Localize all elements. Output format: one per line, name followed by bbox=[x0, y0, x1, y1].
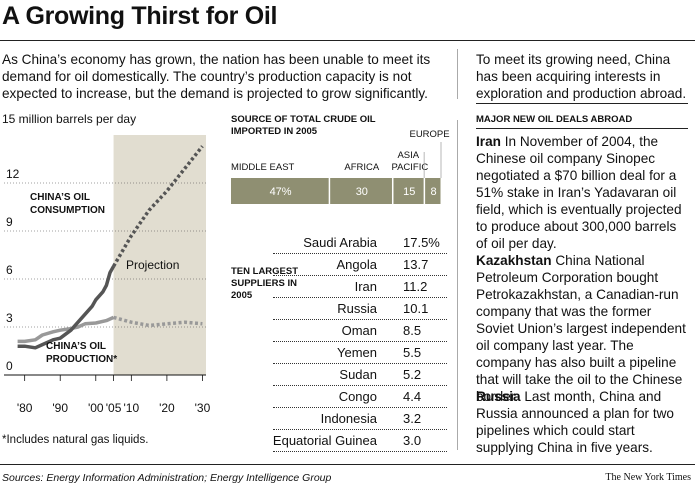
deal-iran: Iran In November of 2004, the Chinese oi… bbox=[476, 133, 690, 252]
supplier-row: Iran 11.2 bbox=[273, 276, 447, 298]
import-bar-segment bbox=[330, 178, 392, 204]
supplier-share: 5.2 bbox=[403, 367, 422, 382]
footnote: *Includes natural gas liquids. bbox=[2, 434, 149, 446]
supplier-share: 8.5 bbox=[403, 323, 422, 338]
import-bar-value: 47% bbox=[270, 186, 292, 198]
supplier-row: Oman 8.5 bbox=[273, 320, 447, 342]
x-tick-label: '30 bbox=[195, 401, 211, 415]
import-bar-segment bbox=[231, 178, 329, 204]
x-tick-label: '20 bbox=[159, 401, 175, 415]
deal-text: China National Petroleum Corporation bou… bbox=[476, 253, 686, 404]
consumption-series-label: CHINA’S OIL CONSUMPTION bbox=[30, 192, 105, 216]
projection-label: Projection bbox=[126, 258, 179, 272]
column-divider bbox=[457, 120, 458, 450]
supplier-country: Russia bbox=[337, 301, 377, 316]
production-projection-line bbox=[113, 315, 203, 328]
supplier-country: Sudan bbox=[339, 367, 377, 382]
supplier-share: 3.0 bbox=[403, 433, 422, 448]
deal-russia: Russia Last month, China and Russia anno… bbox=[476, 388, 690, 456]
y-tick-label: 3 bbox=[6, 311, 13, 325]
supplier-share: 11.2 bbox=[403, 279, 428, 294]
import-bar-value: 15 bbox=[403, 186, 415, 198]
supplier-share: 13.7 bbox=[403, 257, 429, 272]
y-tick-label: 0 bbox=[6, 359, 13, 373]
production-series-label: CHINA’S OIL PRODUCTION* bbox=[46, 341, 117, 365]
y-axis-label: 15 million barrels per day bbox=[2, 112, 136, 126]
supplier-country: Saudi Arabia bbox=[303, 235, 377, 250]
deals-heading: MAJOR NEW OIL DEALS ABROAD bbox=[476, 114, 633, 125]
supplier-country: Indonesia bbox=[320, 411, 377, 426]
import-bar-value: 8 bbox=[430, 186, 436, 198]
supplier-row: Congo 4.4 bbox=[273, 386, 447, 408]
y-tick-label: 9 bbox=[6, 215, 13, 229]
suppliers-title: TEN LARGEST SUPPLIERS IN 2005 bbox=[231, 266, 299, 301]
supplier-row: Yemen 5.5 bbox=[273, 342, 447, 364]
supplier-row: Sudan 5.2 bbox=[273, 364, 447, 386]
deal-country: Kazakhstan bbox=[476, 253, 552, 268]
supplier-share: 17.5% bbox=[403, 235, 440, 250]
x-tick-label: '80 bbox=[17, 401, 33, 415]
production-line bbox=[17, 315, 115, 344]
import-source-bar: 47% MIDDLE EAST 30 AFRICA 15 ASIA PACIFIC 8 EURO… bbox=[231, 129, 450, 204]
headline: A Growing Thirst for Oil bbox=[2, 2, 278, 30]
import-category-label: ASIA PACIFIC bbox=[391, 150, 428, 173]
supplier-row: Russia 10.1 bbox=[273, 298, 447, 320]
credit: The New York Times bbox=[605, 472, 691, 483]
x-tick-label: '00 bbox=[88, 401, 104, 415]
header-rule bbox=[0, 40, 695, 41]
bottom-rule bbox=[0, 464, 695, 465]
supplier-row: Equatorial Guinea 3.0 bbox=[273, 430, 447, 452]
import-category-label: MIDDLE EAST bbox=[231, 162, 295, 173]
deal-text: In November of 2004, the Chinese oil com… bbox=[476, 134, 682, 251]
supplier-share: 3.2 bbox=[403, 411, 422, 426]
import-source-title: SOURCE OF TOTAL CRUDE OIL IMPORTED IN 20… bbox=[231, 114, 376, 137]
import-bar-segment bbox=[393, 178, 424, 204]
supplier-row: Saudi Arabia 17.5% bbox=[273, 232, 447, 254]
x-tick-label: '05 bbox=[106, 401, 122, 415]
supplier-country: Oman bbox=[341, 323, 377, 338]
import-bar-value: 30 bbox=[356, 186, 368, 198]
sources: Sources: Energy Information Administrati… bbox=[2, 472, 332, 484]
y-tick-label: 6 bbox=[6, 263, 13, 277]
supplier-row: Angola 13.7 bbox=[273, 254, 447, 276]
import-bar-segment bbox=[425, 178, 441, 204]
supplier-country: Congo bbox=[338, 389, 377, 404]
import-category-label: AFRICA bbox=[344, 162, 380, 173]
intro-text: As China’s economy has grown, the nation… bbox=[2, 52, 431, 101]
deal-country: Iran bbox=[476, 134, 501, 149]
aside-divider bbox=[457, 49, 458, 99]
import-category-label: EUROPE bbox=[409, 129, 449, 140]
x-tick-label: '90 bbox=[52, 401, 68, 415]
aside-text: To meet its growing need, China has been… bbox=[476, 52, 687, 101]
supplier-country: Yemen bbox=[337, 345, 377, 360]
deal-kazakhstan: Kazakhstan China National Petroleum Corp… bbox=[476, 252, 690, 405]
deal-country: Russia bbox=[476, 389, 521, 404]
projection-band bbox=[113, 135, 206, 375]
consumption-projection-line bbox=[112, 145, 204, 268]
oil-line-chart: 15 million barrels per day 0 3 6 9 12 '80 '90 '0… bbox=[2, 112, 211, 415]
supplier-share: 5.5 bbox=[403, 345, 422, 360]
deals-rule bbox=[476, 128, 688, 129]
supplier-share: 10.1 bbox=[403, 301, 429, 316]
supplier-share: 4.4 bbox=[403, 389, 422, 404]
y-tick-label: 12 bbox=[6, 167, 20, 181]
supplier-row: Indonesia 3.2 bbox=[273, 408, 447, 430]
supplier-country: Iran bbox=[354, 279, 377, 294]
x-tick-label: '10 bbox=[124, 401, 140, 415]
consumption-line bbox=[17, 265, 116, 350]
supplier-country: Equatorial Guinea bbox=[272, 433, 377, 448]
deal-text: Last month, China and Russia announced a… bbox=[476, 389, 674, 455]
supplier-country: Angola bbox=[336, 257, 377, 272]
aside-rule bbox=[476, 103, 688, 104]
